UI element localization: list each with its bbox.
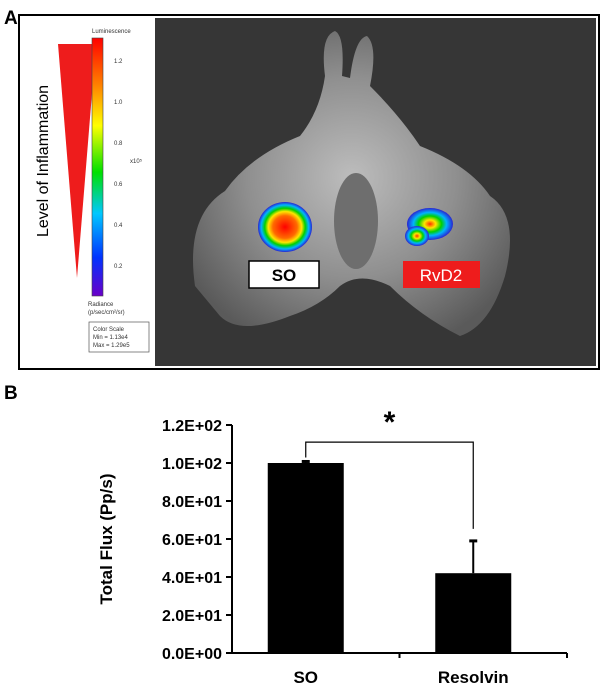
colorbar-title: Luminescence — [92, 29, 131, 35]
bar-chart: Total Flux (Pp/s) 0.0E+00 2.0E+01 4.0E+01 6… — [97, 406, 568, 687]
colorbar-tick: 0.4 — [114, 223, 123, 229]
color-scale-title: Color Scale — [93, 327, 125, 333]
x-tick-label: SO — [293, 668, 318, 687]
panel-b-letter: B — [4, 383, 18, 404]
y-tick-label: 8.0E+01 — [162, 494, 222, 511]
panel-a-frame: Level of Inflammation Luminescence 1.2 1… — [18, 14, 600, 370]
panel-b: Total Flux (Pp/s) 0.0E+00 2.0E+01 4.0E+01 6… — [0, 380, 606, 691]
luminescence-spot-so — [258, 202, 312, 252]
radiance-label: Radiance — [88, 302, 114, 308]
animal-midline — [334, 173, 378, 269]
significance-line — [305, 441, 474, 529]
colorbar-tick: 0.6 — [114, 182, 123, 188]
y-tick-label: 1.0E+02 — [162, 456, 222, 473]
label-box-so — [248, 260, 320, 289]
color-scale-max: Max = 1.29e5 — [93, 343, 130, 349]
y-axis-ticks: 0.0E+00 2.0E+01 4.0E+01 6.0E+01 8.0E+01 1.0E+… — [162, 418, 232, 663]
luminescence-spot-rvd2 — [405, 226, 429, 246]
y-tick-label: 1.2E+02 — [162, 418, 222, 435]
label-so: SO — [272, 266, 297, 285]
y-tick-label: 0.0E+00 — [162, 646, 222, 663]
y-tick-label: 4.0E+01 — [162, 570, 222, 587]
panel-a-svg: Level of Inflammation Luminescence 1.2 1… — [35, 18, 596, 366]
colorbar-exponent: x10⁵ — [130, 158, 143, 165]
label-box-rvd2 — [403, 261, 480, 288]
panel-a-letter: A — [4, 8, 18, 29]
inflammation-wedge — [58, 44, 96, 278]
color-scale-min: Min = 1.13e4 — [93, 335, 129, 341]
significance-star: * — [384, 406, 396, 439]
y-tick-label: 6.0E+01 — [162, 532, 222, 549]
colorbar-tick: 1.0 — [114, 100, 123, 106]
colorbar — [91, 37, 104, 297]
label-rvd2: RvD2 — [420, 266, 463, 285]
bar — [267, 463, 344, 653]
bar — [435, 573, 512, 653]
y-axis-label: Total Flux (Pp/s) — [97, 474, 116, 605]
radiance-units: (p/sec/cm²/sr) — [88, 310, 125, 316]
colorbar-tick: 1.2 — [114, 59, 123, 65]
y-tick-label: 2.0E+01 — [162, 608, 222, 625]
inflammation-label: Level of Inflammation — [35, 85, 52, 237]
color-scale-box — [88, 321, 150, 353]
bars — [267, 459, 512, 653]
x-axis-labels: SO Resolvin — [293, 653, 568, 687]
colorbar-ticks: 1.2 1.0 0.8 0.6 0.4 0.2 — [114, 59, 123, 270]
x-tick-label: Resolvin — [438, 668, 509, 687]
colorbar-tick: 0.8 — [114, 141, 123, 147]
significance-bracket: * — [305, 406, 474, 529]
bioluminescence-image: SO RvD2 — [155, 18, 596, 366]
colorbar-tick: 0.2 — [114, 264, 123, 270]
